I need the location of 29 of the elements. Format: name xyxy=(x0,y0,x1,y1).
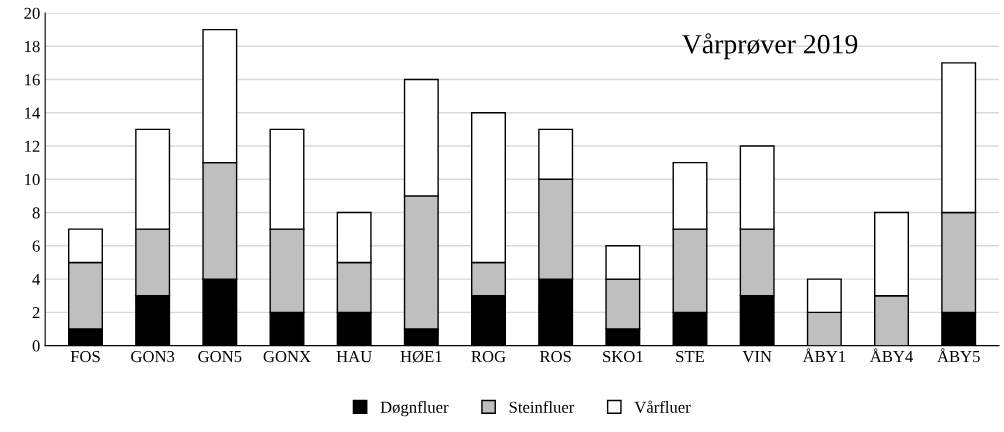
legend-label: Døgnfluer xyxy=(380,400,449,417)
y-tick-label: 12 xyxy=(25,140,40,152)
y-tick-label: 16 xyxy=(25,74,40,86)
y-tick-label: 6 xyxy=(32,240,40,252)
x-tick-label: ÅBY4 xyxy=(869,348,914,363)
x-tick-label: GON3 xyxy=(131,350,175,363)
x-tick-label: STE xyxy=(676,350,704,363)
text: Vårprøver 2019 xyxy=(682,33,858,60)
x-tick-label: GON5 xyxy=(198,350,242,363)
y-tick-label: 8 xyxy=(32,207,40,219)
x-tick-label: HØE1 xyxy=(400,350,442,363)
x-tick-label: ÅBY1 xyxy=(802,348,846,363)
y-tick-label: 4 xyxy=(32,273,41,285)
y-tick-label: 20 xyxy=(24,7,40,19)
x-tick-label: SKO1 xyxy=(603,350,643,363)
y-tick-label: 10 xyxy=(25,173,40,186)
legend-label: Steinfluer xyxy=(509,400,575,413)
x-tick-label: VIN xyxy=(742,351,772,363)
x-tick-label: GONX xyxy=(263,350,311,363)
legend-label: Vårfluer xyxy=(634,400,691,413)
y-tick-label: 14 xyxy=(25,107,41,119)
y-tick-label: 0 xyxy=(32,340,40,352)
y-tick-label: 2 xyxy=(32,307,40,319)
x-tick-label: ÅBY5 xyxy=(937,348,980,363)
x-tick-label: ROG xyxy=(471,350,506,363)
x-tick-label: FOS xyxy=(70,350,100,363)
y-tick-label: 18 xyxy=(25,40,40,53)
x-tick-label: HAU xyxy=(336,351,372,363)
x-tick-label: ROS xyxy=(539,350,571,363)
